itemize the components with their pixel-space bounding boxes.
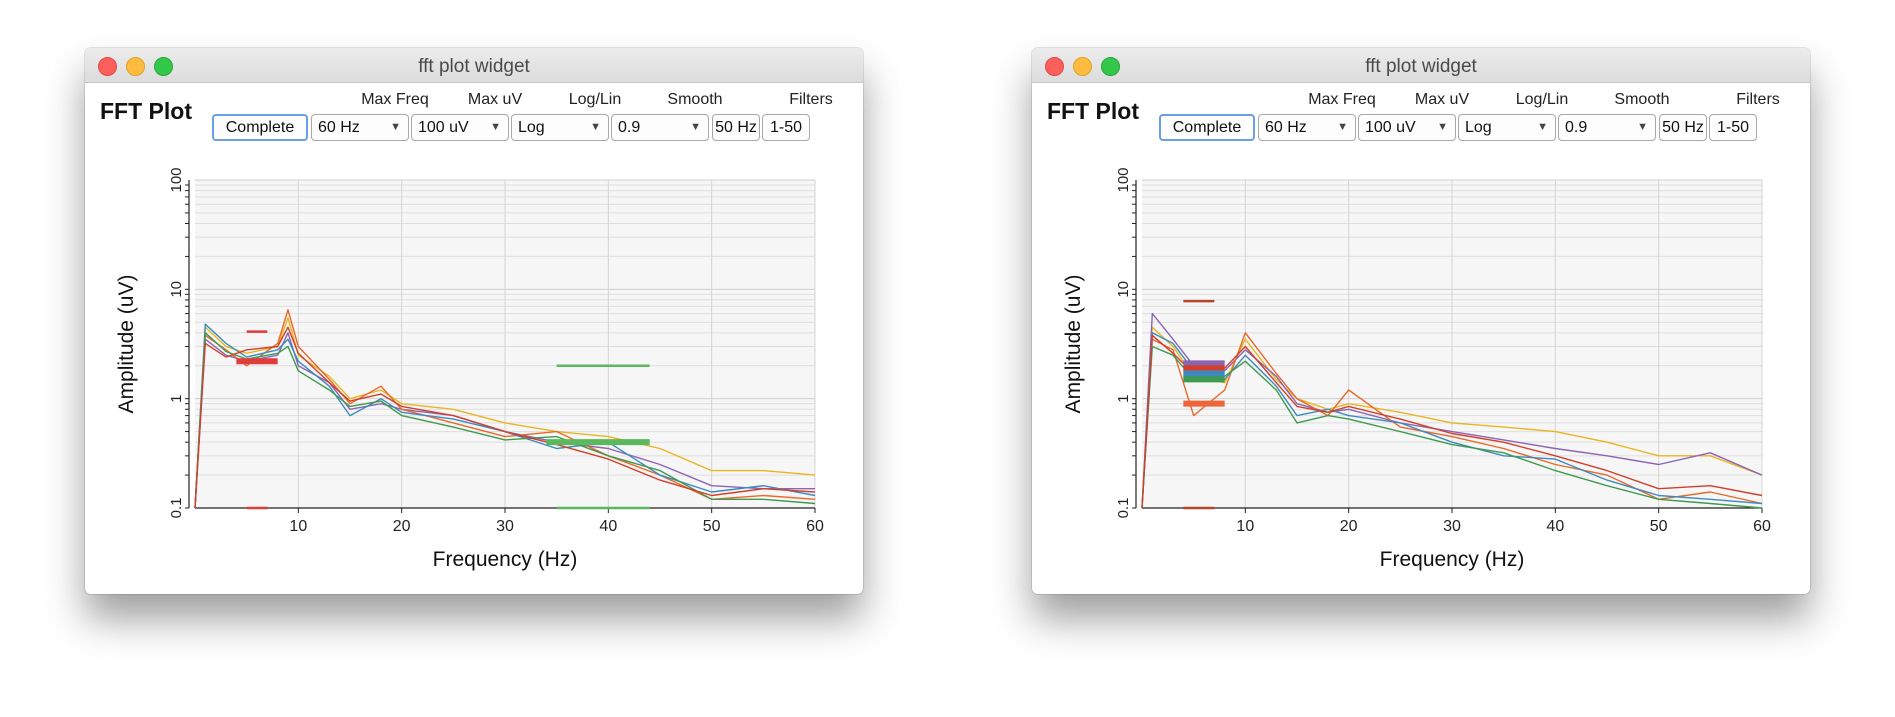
loglin-label: Log/Lin [1515,91,1569,108]
series-line [194,323,816,509]
series-line [194,326,816,509]
complete-button[interactable]: Complete [212,114,308,141]
x-tick-label: 60 [1753,518,1771,535]
x-tick-label: 10 [1236,518,1254,535]
max-uv-dropdown[interactable]: 100 uV ▼ [411,114,509,141]
chevron-down-icon: ▼ [390,121,401,133]
smooth-dropdown[interactable]: 0.9 ▼ [611,114,709,141]
x-axis-label: Frequency (Hz) [1380,548,1525,571]
chevron-down-icon: ▼ [1637,121,1648,133]
y-tick-label: 0.1 [168,498,185,519]
maximize-button[interactable] [1101,57,1120,76]
loglin-dropdown[interactable]: Log ▼ [1458,114,1556,141]
filter-1-50-button[interactable]: 1-50 [762,114,810,141]
y-tick-label: 100 [168,167,185,192]
y-tick-label: 0.1 [1115,498,1132,519]
widget-title: FFT Plot [100,98,192,124]
y-tick-label: 10 [168,281,185,298]
max-uv-value: 100 uV [1365,119,1416,136]
x-tick-label: 50 [703,518,721,535]
x-tick-label: 30 [496,518,514,535]
loglin-value: Log [518,119,545,136]
y-tick-label: 1 [1115,394,1132,402]
x-tick-label: 30 [1443,518,1461,535]
filter-50hz-button[interactable]: 50 Hz [1659,114,1707,141]
loglin-dropdown[interactable]: Log ▼ [511,114,609,141]
x-tick-label: 40 [1546,518,1564,535]
x-tick-label: 50 [1650,518,1668,535]
loglin-label: Log/Lin [568,91,622,108]
maximize-button[interactable] [154,57,173,76]
smooth-dropdown[interactable]: 0.9 ▼ [1558,114,1656,141]
title-bar: fft plot widget [85,48,863,83]
max-uv-label: Max uV [1414,91,1470,108]
y-tick-label: 10 [1115,281,1132,298]
max-freq-value: 60 Hz [1265,119,1307,136]
y-tick-label: 100 [1115,167,1132,192]
filter-1-50-button[interactable]: 1-50 [1709,114,1757,141]
minimize-button[interactable] [126,57,145,76]
y-axis-label: Amplitude (uV) [115,275,138,414]
x-tick-label: 20 [1340,518,1358,535]
max-uv-label: Max uV [467,91,523,108]
fft-window-left: fft plot widget FFT Plot Max Freq Max uV… [85,48,863,594]
chevron-down-icon: ▼ [590,121,601,133]
x-tick-label: 10 [289,518,307,535]
filter-50hz-button[interactable]: 50 Hz [712,114,760,141]
series-line [194,317,816,509]
complete-button[interactable]: Complete [1159,114,1255,141]
filters-label: Filters [1736,91,1780,108]
filters-label: Filters [789,91,833,108]
max-uv-value: 100 uV [418,119,469,136]
smooth-label: Smooth [667,91,723,108]
chevron-down-icon: ▼ [1437,121,1448,133]
close-button[interactable] [98,57,117,76]
window-title: fft plot widget [418,56,530,77]
smooth-value: 0.9 [618,119,641,136]
window-title: fft plot widget [1365,56,1477,77]
close-button[interactable] [1045,57,1064,76]
max-freq-value: 60 Hz [318,119,360,136]
x-tick-label: 20 [393,518,411,535]
max-freq-dropdown[interactable]: 60 Hz ▼ [1258,114,1356,141]
widget-title: FFT Plot [1047,98,1139,124]
fft-chart: 0.1 1 10 100 10 20 30 40 50 60 Frequency (Hz) Ampli… [115,167,824,571]
max-freq-dropdown[interactable]: 60 Hz ▼ [311,114,409,141]
chevron-down-icon: ▼ [1537,121,1548,133]
loglin-value: Log [1465,119,1492,136]
chevron-down-icon: ▼ [690,121,701,133]
y-tick-label: 1 [168,394,185,402]
max-freq-label: Max Freq [361,91,429,108]
smooth-label: Smooth [1614,91,1670,108]
title-bar: fft plot widget [1032,48,1810,83]
x-tick-label: 40 [599,518,617,535]
smooth-value: 0.9 [1565,119,1588,136]
chevron-down-icon: ▼ [1337,121,1348,133]
fft-window-right: fft plot widget FFT Plot Max Freq Max uV… [1032,48,1810,594]
minimize-button[interactable] [1073,57,1092,76]
fft-chart: 0.1 1 10 100 10 20 30 40 50 60 Frequency (Hz) Ampli… [1062,167,1771,571]
y-axis-label: Amplitude (uV) [1062,275,1085,414]
x-axis-label: Frequency (Hz) [433,548,578,571]
x-tick-label: 60 [806,518,824,535]
max-uv-dropdown[interactable]: 100 uV ▼ [1358,114,1456,141]
chevron-down-icon: ▼ [490,121,501,133]
max-freq-label: Max Freq [1308,91,1376,108]
